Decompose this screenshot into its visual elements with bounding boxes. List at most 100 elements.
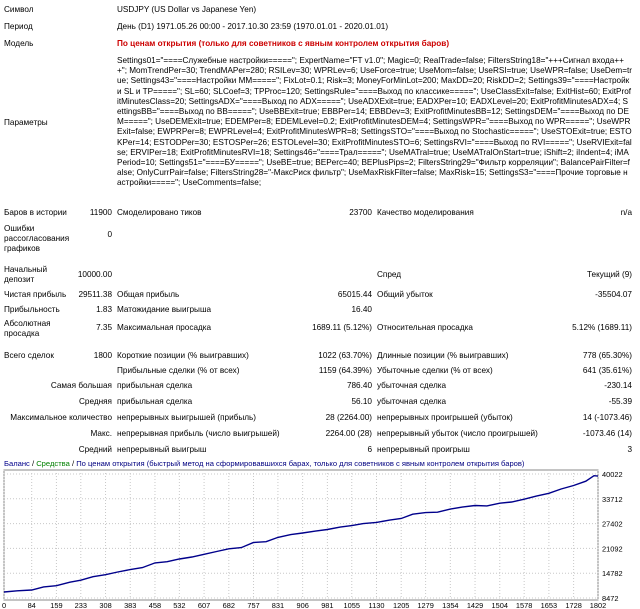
y-tick-label: 33712 <box>602 495 623 504</box>
avg-cons-win-value: 6 <box>367 445 372 454</box>
x-tick-label: 0 <box>2 601 6 609</box>
largest-profit-label: прибыльная сделка <box>117 381 193 390</box>
y-tick-label: 27402 <box>602 520 623 529</box>
max-win-value: 28 (2264.00) <box>325 413 372 422</box>
period-value: День (D1) 1971.05.26 00:00 - 2017.10.30 … <box>117 22 389 31</box>
x-tick-label: 757 <box>247 601 259 609</box>
max-cont-profit-label: непрерывная прибыль (число выигрышей) <box>117 429 280 438</box>
rel-dd-label: Относительная просадка <box>377 323 473 332</box>
max-loss-value: 14 (-1073.46) <box>582 413 632 422</box>
deposit-label: Начальный депозит <box>4 265 48 284</box>
x-tick-label: 458 <box>149 601 161 609</box>
loss-trades-label: Убыточные сделки (% от всех) <box>377 366 493 375</box>
x-tick-label: 532 <box>173 601 185 609</box>
x-tick-label: 383 <box>124 601 136 609</box>
symbol-label: Символ <box>4 5 34 14</box>
rel-dd-value: 5.12% (1689.11) <box>572 323 632 332</box>
abs-dd-value: 7.35 <box>96 323 112 332</box>
total-label: Всего сделок <box>4 351 54 360</box>
net-profit-value: 29511.38 <box>78 290 112 299</box>
avg-label: Средняя <box>78 397 112 406</box>
max-count-label: Максимальное количество <box>10 413 112 422</box>
deposit-value: 10000.00 <box>77 270 112 279</box>
gross-loss-label: Общий убыток <box>377 290 433 299</box>
y-axis-ticks: 40022 33712 27402 21092 14782 8472 <box>602 470 623 603</box>
avg-cons-win-label: непрерывный выигрыш <box>117 445 207 454</box>
spread-value: Текущий (9) <box>586 270 632 279</box>
legend-sep-1: / <box>29 459 37 468</box>
gross-loss-value: -35504.07 <box>595 290 632 299</box>
x-tick-label: 1055 <box>344 601 360 609</box>
params-value: Settings01="====Служебные настройки=====… <box>117 56 632 188</box>
avg-loss-value: -55.39 <box>608 397 632 406</box>
ticks-label: Смоделировано тиков <box>117 208 202 217</box>
legend-sep-2: / <box>69 459 77 468</box>
max-cont-loss-label: непрерывный убыток (число проигрышей) <box>377 429 538 438</box>
legend-note: По ценам открытия (быстрый метод на сфор… <box>76 459 525 468</box>
bars-label: Баров в истории <box>4 208 67 217</box>
x-tick-label: 159 <box>50 601 62 609</box>
avg-cons-loss-value: 3 <box>627 445 632 454</box>
x-tick-label: 607 <box>198 601 210 609</box>
bars-value: 11900 <box>89 208 112 217</box>
abs-dd-label: Абсолютная просадка <box>4 319 51 338</box>
largest-loss-value: -230.14 <box>604 381 632 390</box>
profit-trades-label: Прибыльные сделки (% от всех) <box>117 366 240 375</box>
period-label: Период <box>4 22 33 31</box>
ticks-value: 23700 <box>349 208 372 217</box>
symbol-value: USDJPY (US Dollar vs Japanese Yen) <box>117 5 257 14</box>
balance-chart: 40022 33712 27402 21092 14782 8472 0 84 159 233 3… <box>2 469 623 609</box>
long-label: Длинные позиции (% выигравших) <box>377 351 509 360</box>
x-tick-label: 682 <box>223 601 235 609</box>
avg-profit-value: 56.10 <box>351 397 373 406</box>
max-win-label: непрерывных выигрышей (прибыль) <box>117 413 257 422</box>
balance-line <box>3 474 599 593</box>
x-tick-label: 233 <box>75 601 87 609</box>
x-tick-label: 84 <box>28 601 36 609</box>
avg-cons-label: Средний <box>78 445 112 454</box>
x-tick-label: 1504 <box>492 601 508 609</box>
x-tick-label: 981 <box>321 601 333 609</box>
avg-loss-label: убыточная сделка <box>377 397 447 406</box>
params-label: Параметры <box>4 118 48 127</box>
x-tick-label: 1205 <box>393 601 409 609</box>
x-tick-label: 1130 <box>369 601 385 609</box>
pf-value: 1.83 <box>96 305 112 314</box>
max-label: Макс. <box>90 429 112 438</box>
largest-label: Самая большая <box>50 381 112 390</box>
largest-loss-label: убыточная сделка <box>377 381 447 390</box>
short-value: 1022 (63.70%) <box>318 351 372 360</box>
y-tick-label: 8472 <box>602 594 618 603</box>
max-cont-loss-value: -1073.46 (14) <box>582 429 632 438</box>
x-tick-label: 1429 <box>467 601 483 609</box>
net-profit-label: Чистая прибыль <box>4 290 67 299</box>
errors-value: 0 <box>107 230 112 239</box>
largest-profit-value: 786.40 <box>346 381 372 390</box>
x-tick-label: 1728 <box>565 601 581 609</box>
expected-value: 16.40 <box>351 305 373 314</box>
x-tick-label: 831 <box>272 601 284 609</box>
x-tick-label: 906 <box>296 601 308 609</box>
plot-frame <box>3 469 599 601</box>
gross-profit-label: Общая прибыль <box>117 290 180 299</box>
quality-label: Качество моделирования <box>377 208 474 217</box>
errors-label: Ошибки рассогласования графиков <box>4 224 70 253</box>
max-dd-value: 1689.11 (5.12%) <box>312 323 372 332</box>
loss-trades-value: 641 (35.61%) <box>582 366 632 375</box>
series-layer <box>3 474 599 593</box>
grid-lines <box>3 470 599 600</box>
quality-value: n/a <box>620 208 632 217</box>
x-axis-ticks: 0 84 159 233 308 383 458 532 607 682 757 831 906 981 1… <box>2 601 606 609</box>
model-value: По ценам открытия (только для советников… <box>117 39 450 48</box>
legend-equity: Средства <box>36 459 70 468</box>
x-tick-label: 1354 <box>442 601 458 609</box>
pf-label: Прибыльность <box>4 305 60 314</box>
avg-profit-label: прибыльная сделка <box>117 397 193 406</box>
x-tick-label: 1578 <box>516 601 532 609</box>
legend-balance: Баланс <box>4 459 30 468</box>
x-tick-label: 308 <box>99 601 111 609</box>
chart-legend: Баланс / Средства / По ценам открытия (б… <box>4 459 524 468</box>
expected-label: Матожидание выигрыша <box>117 305 212 314</box>
max-dd-label: Максимальная просадка <box>117 323 212 332</box>
short-label: Короткие позиции (% выигравших) <box>117 351 249 360</box>
